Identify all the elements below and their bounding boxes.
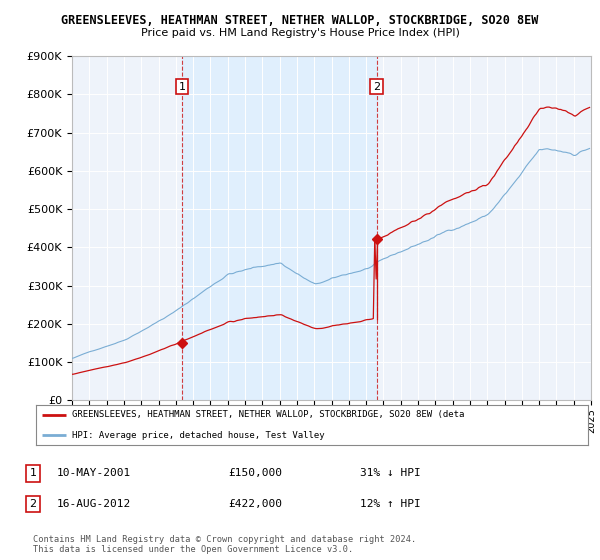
Text: GREENSLEEVES, HEATHMAN STREET, NETHER WALLOP, STOCKBRIDGE, SO20 8EW (deta: GREENSLEEVES, HEATHMAN STREET, NETHER WA…	[72, 410, 464, 419]
Text: 12% ↑ HPI: 12% ↑ HPI	[360, 499, 421, 509]
Text: £422,000: £422,000	[228, 499, 282, 509]
Text: 1: 1	[29, 468, 37, 478]
Text: 16-AUG-2012: 16-AUG-2012	[57, 499, 131, 509]
Text: 1: 1	[179, 82, 185, 92]
Text: Price paid vs. HM Land Registry's House Price Index (HPI): Price paid vs. HM Land Registry's House …	[140, 28, 460, 38]
Text: £150,000: £150,000	[228, 468, 282, 478]
Text: HPI: Average price, detached house, Test Valley: HPI: Average price, detached house, Test…	[72, 431, 325, 440]
Text: 2: 2	[29, 499, 37, 509]
Text: 2: 2	[373, 82, 380, 92]
Text: 31% ↓ HPI: 31% ↓ HPI	[360, 468, 421, 478]
Text: Contains HM Land Registry data © Crown copyright and database right 2024.
This d: Contains HM Land Registry data © Crown c…	[33, 535, 416, 554]
Text: GREENSLEEVES, HEATHMAN STREET, NETHER WALLOP, STOCKBRIDGE, SO20 8EW: GREENSLEEVES, HEATHMAN STREET, NETHER WA…	[61, 14, 539, 27]
Bar	[182, 56, 377, 400]
Text: 10-MAY-2001: 10-MAY-2001	[57, 468, 131, 478]
